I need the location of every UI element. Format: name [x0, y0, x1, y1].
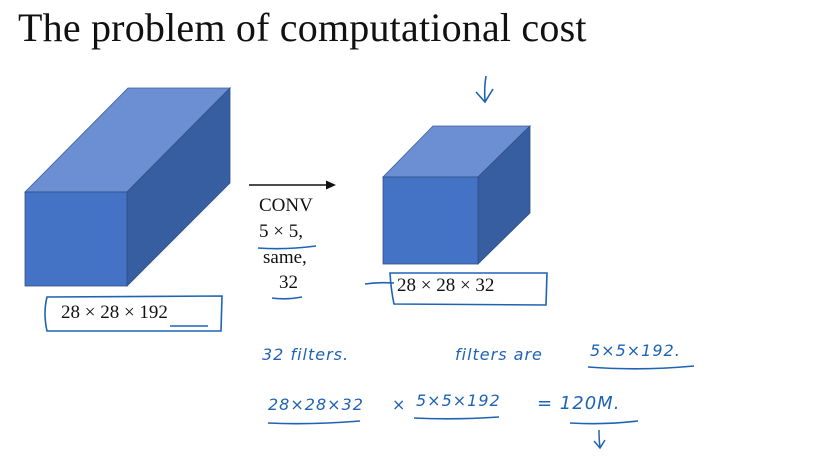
slide-title: The problem of computational cost — [18, 5, 587, 50]
input-dims-label: 28 × 28 × 192 — [61, 302, 168, 323]
output-dims-label: 28 × 28 × 32 — [397, 275, 495, 296]
output-cube-front-face — [382, 176, 479, 265]
input-volume-cube — [24, 87, 231, 287]
filters-are-note: filters are — [455, 345, 543, 364]
input-cube-front-face — [24, 191, 128, 287]
times-note: × — [392, 395, 407, 414]
output-volume-cube — [382, 125, 531, 265]
per-output-cost-note: 5×5×192 — [416, 391, 501, 410]
output-dims-box — [389, 272, 548, 306]
conv-num-filters: 32 — [279, 272, 298, 293]
conv-filter-size: 5 × 5, — [259, 221, 303, 242]
filter-shape-underline — [587, 365, 695, 370]
conv-arrow — [249, 180, 336, 190]
output-count-note: 28×28×32 — [268, 395, 364, 414]
result-note: = 120M. — [537, 393, 621, 414]
result-underline — [569, 420, 639, 425]
down-arrow-icon — [475, 75, 494, 104]
filter-shape-note: 5×5×192. — [590, 341, 681, 360]
per-output-cost-underline — [413, 416, 500, 420]
output-count-underline — [267, 420, 361, 425]
filters-count-note: 32 filters. — [262, 345, 350, 364]
filter-size-underline — [257, 245, 317, 250]
num-filters-underline — [271, 296, 303, 300]
conv-padding: same, — [263, 247, 307, 268]
conv-label: CONV — [259, 195, 313, 216]
output-dims-underline-stroke — [364, 281, 395, 285]
input-dims-box — [44, 295, 223, 332]
result-down-arrow-icon — [593, 429, 606, 450]
